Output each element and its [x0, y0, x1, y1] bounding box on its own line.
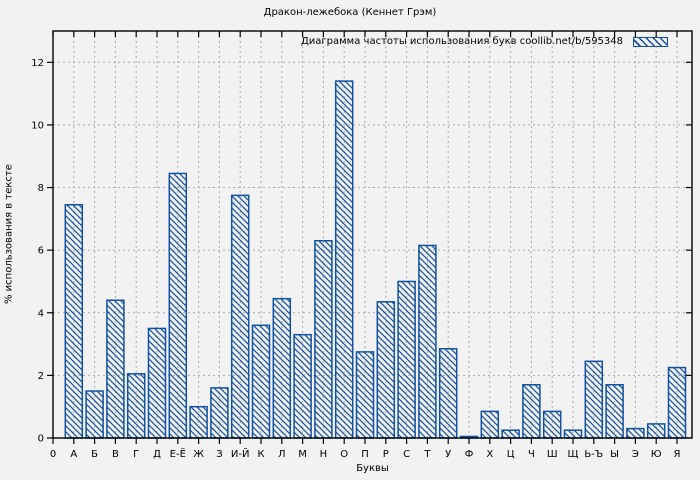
x-tick-label: Г [133, 449, 139, 460]
x-tick-label: Р [383, 449, 389, 460]
x-tick-label: Ц [507, 449, 515, 460]
bar-Ш [542, 410, 562, 439]
bar-В [106, 299, 125, 439]
y-axis-title: % использования в тексте [3, 164, 15, 305]
bar-Ц [501, 429, 520, 439]
bar-Д [147, 327, 167, 439]
x-tick-label: А [70, 449, 77, 460]
y-tick-label: 6 [38, 246, 44, 257]
x-tick-label: В [112, 449, 119, 460]
y-tick-labels: 0 2 4 6 8 10 12 [31, 58, 44, 445]
x-tick-label: Я [674, 449, 681, 460]
bar-Я [667, 366, 687, 439]
x-tick-label: Е-Ё [170, 447, 186, 460]
bar-Ы [605, 384, 624, 439]
x-tick-label: Н [320, 449, 328, 460]
bar-Л [272, 297, 292, 439]
bar-Р [376, 301, 396, 439]
bar-Ь-Ъ [584, 360, 604, 439]
x-tick-label: У [445, 449, 451, 460]
bar-К [251, 324, 271, 439]
x-tick-label: Ь-Ъ [584, 449, 603, 460]
bar-З [210, 387, 229, 439]
bar-И-Й [230, 194, 250, 439]
x-tick-label: Т [423, 449, 431, 460]
x-tick-label: П [361, 449, 369, 460]
x-tick-label: К [257, 449, 264, 460]
x-tick-label: З [216, 449, 222, 460]
bar-Б [85, 390, 104, 439]
x-tick-label: 0 [50, 449, 56, 460]
bar-Т [418, 244, 437, 439]
x-tick-label: Б [91, 449, 98, 460]
x-tick-label: Ы [610, 449, 619, 460]
x-tick-label: И-Й [231, 447, 250, 460]
x-tick-label: Ю [651, 449, 662, 460]
x-tick-label: Х [486, 449, 493, 460]
legend-label: Диаграмма частоты использования букв coo… [300, 36, 623, 47]
bar-Ю [646, 423, 666, 439]
bar-У [438, 348, 458, 439]
x-tick-label: Ш [547, 449, 558, 460]
x-tick-label: М [298, 449, 307, 460]
x-axis-title: Буквы [356, 463, 389, 474]
bar-Ж [189, 405, 208, 439]
bar-Х [480, 410, 500, 439]
plot-border [52, 30, 693, 439]
chart-title: Дракон-лежебока (Кеннет Грэм) [263, 7, 437, 18]
x-tick-label: Д [153, 449, 161, 460]
bar-М [293, 333, 312, 439]
legend: Диаграмма частоты использования букв coo… [301, 36, 668, 48]
x-tick-label: О [340, 449, 348, 460]
x-tick-label: Щ [568, 449, 579, 460]
bar-Н [314, 240, 333, 439]
y-tick-label: 2 [38, 371, 44, 382]
y-tick-label: 10 [31, 120, 44, 131]
x-tick-label: Ж [193, 449, 204, 460]
x-tick-label: Э [632, 449, 639, 460]
x-tick-label: Ф [465, 449, 474, 460]
bar-Щ [563, 429, 583, 439]
x-tick-labels: 0 А Б В Г Д Е-Ё Ж З И-Й К Л М Н О П Р С Т У Ф Х Ц Ч Ш Щ Ь-Ъ Ы Э Ю Я [50, 447, 681, 460]
bar-Г [126, 373, 146, 439]
bar-С [397, 280, 416, 439]
bar-Э [626, 427, 645, 439]
bar-Е-Ё [168, 172, 188, 439]
legend-swatch [633, 37, 668, 47]
y-tick-label: 4 [38, 308, 44, 319]
x-tick-label: Ч [528, 449, 535, 460]
y-tick-label: 12 [31, 58, 44, 69]
x-tick-label: Л [278, 449, 286, 460]
y-tick-label: 0 [38, 434, 44, 445]
bar-О [334, 80, 354, 439]
bar-А [64, 204, 84, 439]
x-tick-label: С [403, 449, 410, 460]
bar-П [355, 351, 375, 439]
axis-ticks [47, 31, 692, 444]
y-tick-label: 8 [38, 183, 44, 194]
bar-Ч [522, 384, 541, 439]
bars [64, 80, 687, 439]
